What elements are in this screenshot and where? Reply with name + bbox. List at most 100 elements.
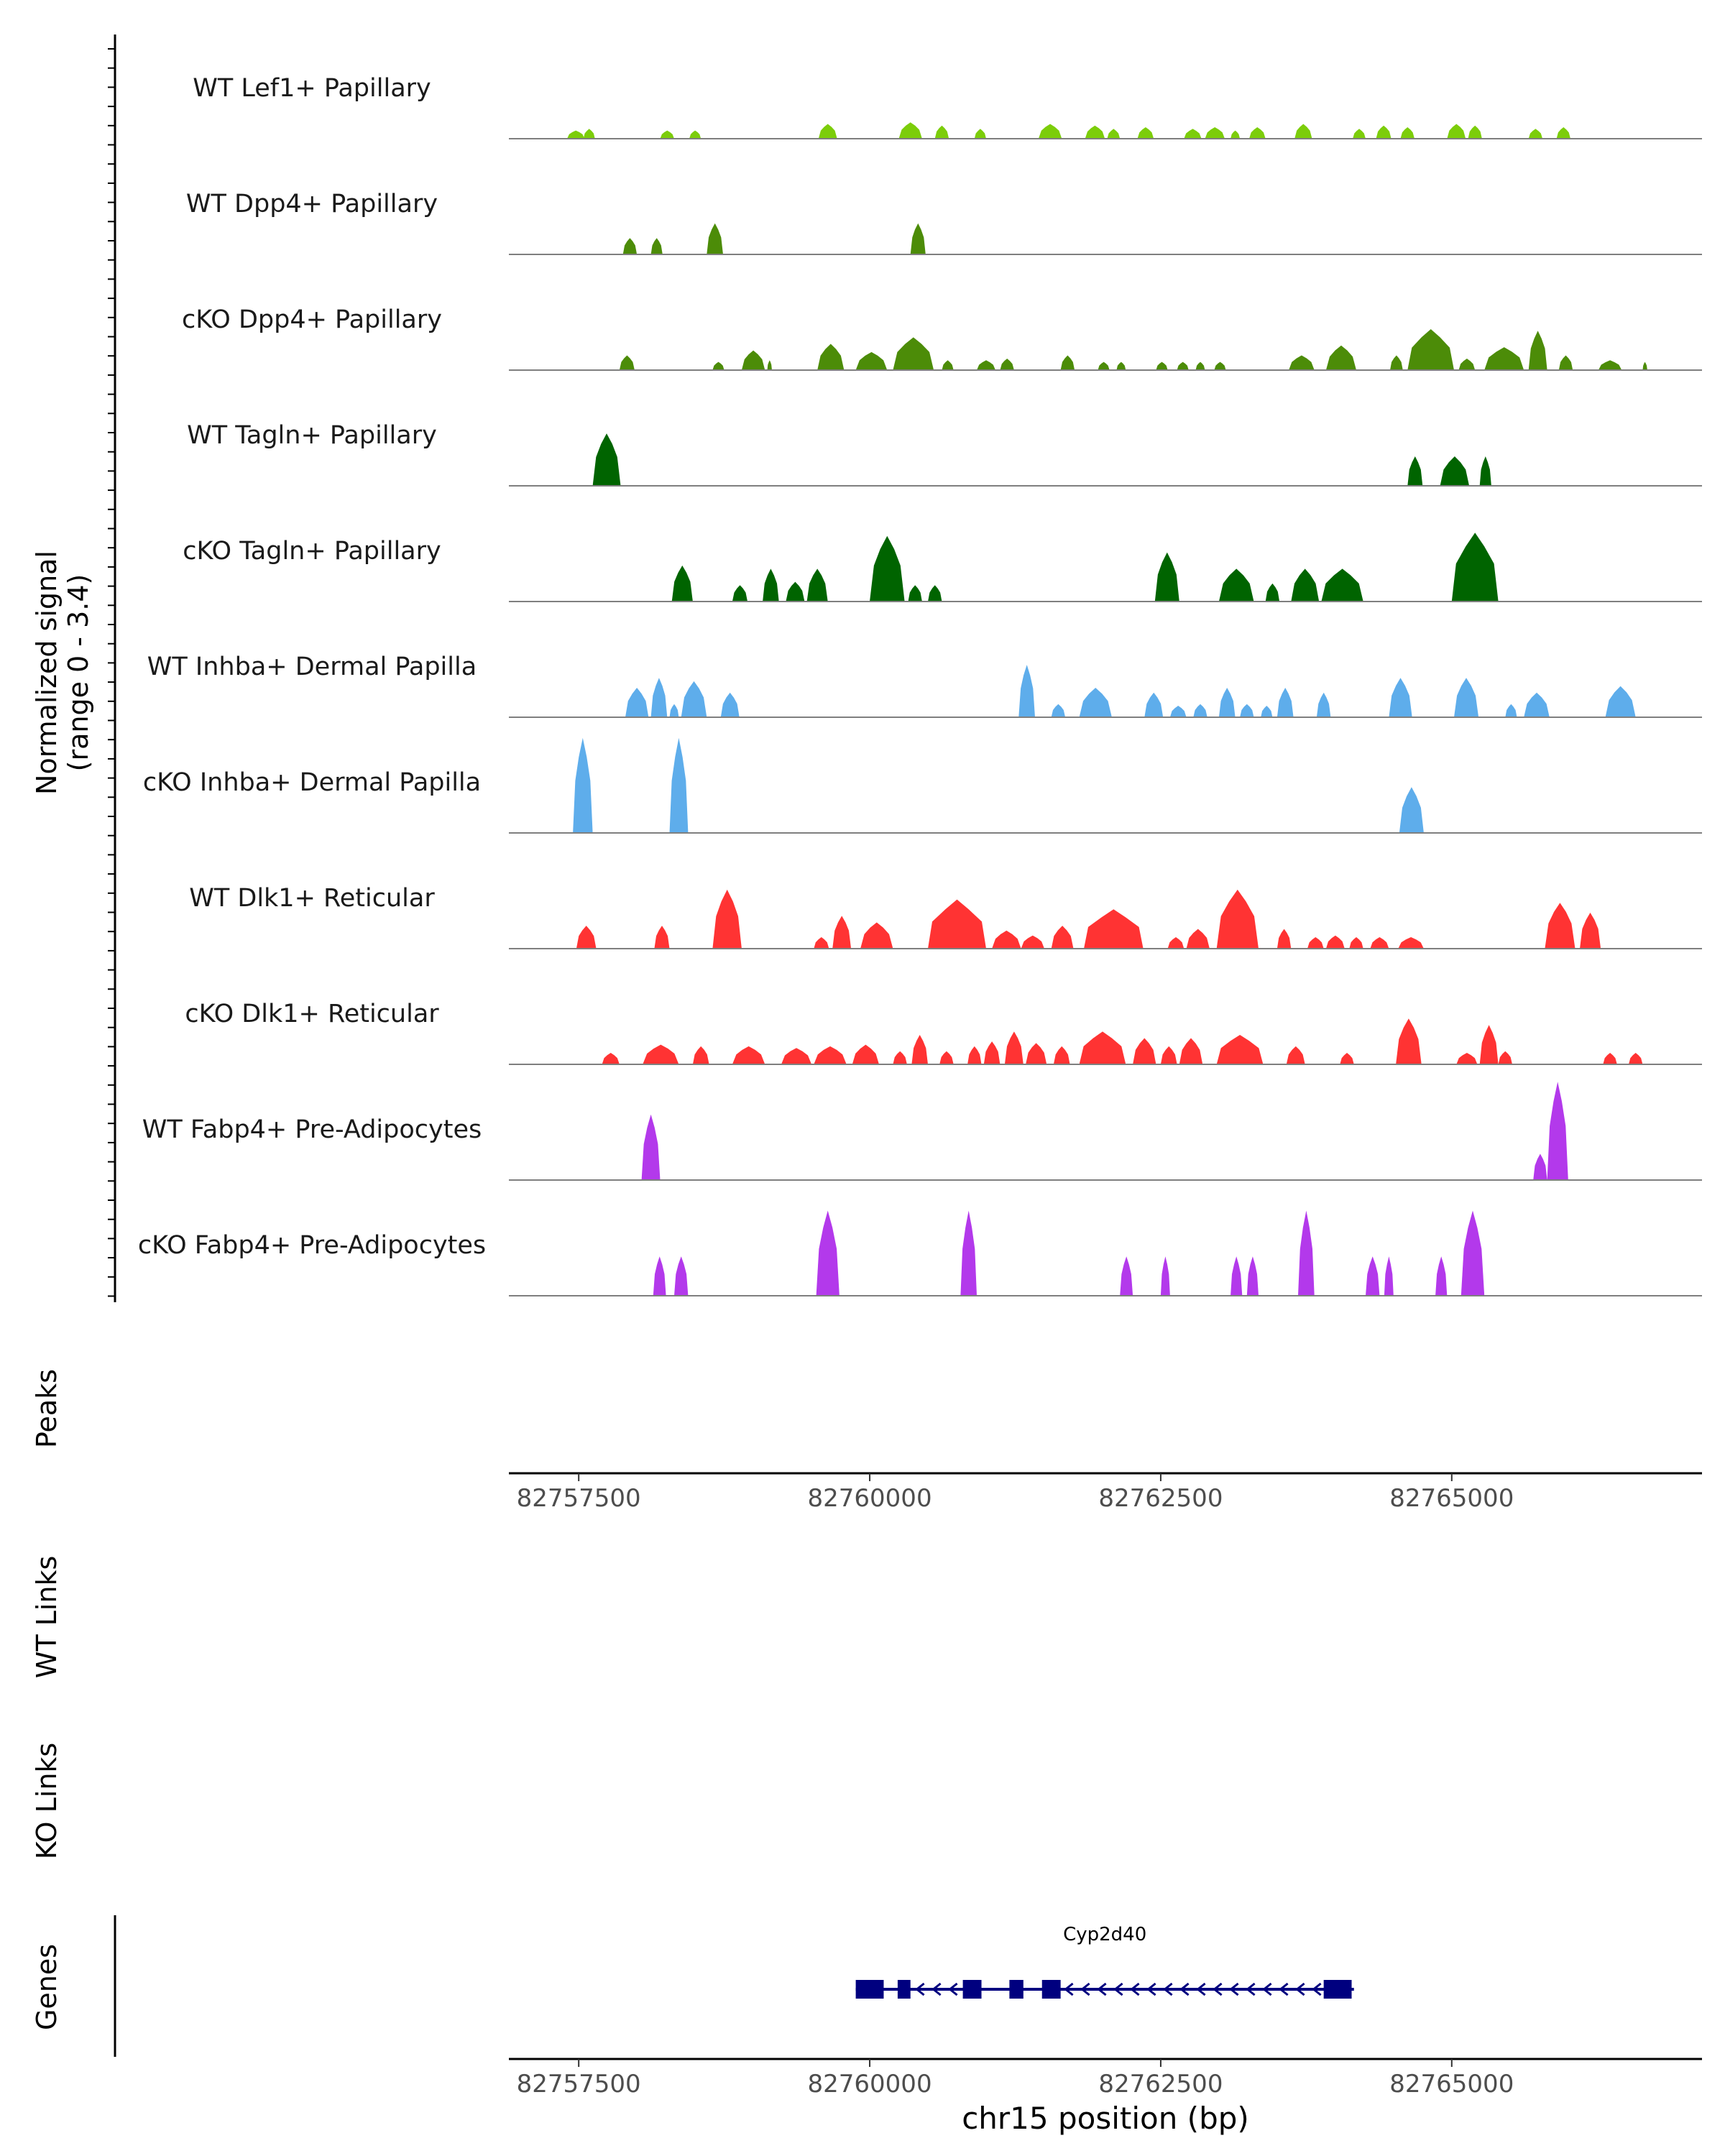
coverage-peak bbox=[860, 922, 893, 949]
coverage-peak bbox=[893, 1051, 907, 1064]
coverage-peak bbox=[1321, 568, 1363, 602]
coverage-peak bbox=[573, 737, 593, 833]
coverage-peak bbox=[1325, 345, 1356, 370]
coverage-peak bbox=[814, 1046, 847, 1064]
coverage-peak bbox=[1407, 329, 1454, 370]
coverage-peak bbox=[898, 122, 922, 139]
coverage-peak bbox=[1249, 127, 1266, 139]
strand-arrow bbox=[1196, 1982, 1206, 1996]
x-tick-label: 82757500 bbox=[517, 1484, 641, 1513]
coverage-peak bbox=[1240, 704, 1254, 717]
coverage-peak bbox=[1053, 1046, 1070, 1064]
coverage-peak bbox=[1605, 686, 1636, 717]
coverage-peak bbox=[1603, 1053, 1617, 1064]
coverage-peak bbox=[643, 1044, 679, 1064]
coverage-peak bbox=[1524, 692, 1550, 717]
coverage-peak bbox=[1179, 1038, 1203, 1064]
gene-exon bbox=[962, 1980, 982, 1999]
coverage-peak bbox=[1390, 355, 1403, 370]
coverage-peak bbox=[567, 130, 585, 139]
coverage-peak bbox=[1294, 124, 1312, 139]
coverage-peak bbox=[1545, 903, 1576, 949]
track-label: cKO Dlk1+ Reticular bbox=[185, 1000, 439, 1028]
x-axis-title: chr15 position (bp) bbox=[962, 2101, 1249, 2136]
coverage-peak bbox=[1447, 124, 1466, 139]
coverage-peak bbox=[1230, 1256, 1243, 1296]
coverage-peak bbox=[1085, 125, 1105, 139]
coverage-peak bbox=[960, 1210, 977, 1296]
coverage-peak bbox=[1230, 130, 1241, 139]
strand-arrow bbox=[932, 1982, 942, 1996]
coverage-peak bbox=[911, 1035, 928, 1064]
coverage-peak bbox=[870, 535, 905, 602]
coverage-peak bbox=[767, 360, 772, 370]
coverage-peak bbox=[1558, 355, 1573, 370]
coverage-peak bbox=[983, 1041, 1000, 1064]
coverage-peak bbox=[908, 585, 922, 602]
coverage-peak bbox=[1384, 1256, 1394, 1296]
coverage-peak bbox=[1261, 706, 1273, 717]
coverage-peak bbox=[1484, 347, 1524, 370]
coverage-peak bbox=[1218, 688, 1236, 717]
coverage-peak bbox=[1079, 688, 1112, 717]
coverage-peak bbox=[1325, 935, 1345, 949]
strand-arrow bbox=[1113, 1982, 1123, 1996]
track-2: cKO Dpp4+ Papillary bbox=[182, 305, 1702, 371]
strand-arrow bbox=[1179, 1982, 1190, 1996]
coverage-peak bbox=[1184, 129, 1202, 139]
track-8: cKO Dlk1+ Reticular bbox=[185, 1000, 1702, 1065]
gene-name-label: Cyp2d40 bbox=[1063, 1924, 1146, 1945]
coverage-peak bbox=[1265, 583, 1280, 602]
strand-arrow bbox=[1213, 1982, 1223, 1996]
coverage-peak bbox=[1460, 1210, 1485, 1296]
coverage-peak bbox=[707, 223, 723, 254]
coverage-peak bbox=[669, 737, 689, 833]
coverage-peak bbox=[781, 1048, 812, 1064]
coverage-peak bbox=[660, 130, 674, 139]
coverage-peak bbox=[1629, 1053, 1643, 1064]
coverage-peak bbox=[1396, 1018, 1422, 1064]
strand-arrow bbox=[1279, 1982, 1289, 1996]
genes-panel-label: Genes bbox=[31, 1944, 63, 2030]
coverage-peak bbox=[619, 355, 635, 370]
coverage-peak bbox=[1389, 678, 1412, 717]
coverage-peak bbox=[967, 1046, 982, 1064]
coverage-peak bbox=[1407, 456, 1423, 486]
coverage-peak bbox=[1276, 688, 1294, 717]
track-label: WT Dlk1+ Reticular bbox=[189, 884, 435, 913]
coverage-y-axis-ticks bbox=[108, 48, 115, 1297]
x-tick-label: 82762500 bbox=[1098, 1484, 1223, 1513]
coverage-peak bbox=[1160, 1256, 1170, 1296]
coverage-peak bbox=[942, 360, 954, 370]
coverage-peak bbox=[928, 899, 986, 949]
coverage-peak bbox=[1458, 359, 1476, 370]
coverage-peak bbox=[1307, 937, 1324, 949]
coverage-peak bbox=[910, 223, 926, 254]
coverage-peak bbox=[592, 433, 621, 486]
coverage-peak bbox=[1133, 1038, 1156, 1064]
track-6: cKO Inhba+ Dermal Papilla bbox=[143, 737, 1702, 834]
coverage-peak bbox=[692, 1046, 709, 1064]
coverage-peak bbox=[816, 1210, 840, 1296]
coverage-peak bbox=[939, 1051, 954, 1064]
coverage-peak bbox=[1340, 1053, 1354, 1064]
gene-model: Cyp2d40 bbox=[855, 1924, 1354, 1999]
strand-arrow bbox=[1080, 1982, 1090, 1996]
x-tick-label: 82765000 bbox=[1389, 1484, 1514, 1513]
track-0: WT Lef1+ Papillary bbox=[193, 74, 1702, 139]
coverage-peak bbox=[1370, 937, 1389, 949]
coverage-peak bbox=[806, 568, 828, 602]
coverage-peak bbox=[814, 937, 829, 949]
coverage-peak bbox=[855, 351, 888, 370]
coverage-peak bbox=[720, 692, 740, 717]
coverage-peak bbox=[1528, 331, 1547, 370]
coverage-peak bbox=[1246, 1256, 1259, 1296]
strand-arrow bbox=[1146, 1982, 1156, 1996]
coverage-peak bbox=[674, 1256, 689, 1296]
strand-arrow bbox=[1312, 1982, 1322, 1996]
coverage-peak bbox=[1435, 1256, 1448, 1296]
track-10: cKO Fabp4+ Pre-Adipocytes bbox=[138, 1210, 1702, 1296]
coverage-peak bbox=[977, 360, 995, 370]
coverage-peak bbox=[1214, 361, 1226, 370]
coverage-peak bbox=[1193, 704, 1208, 717]
